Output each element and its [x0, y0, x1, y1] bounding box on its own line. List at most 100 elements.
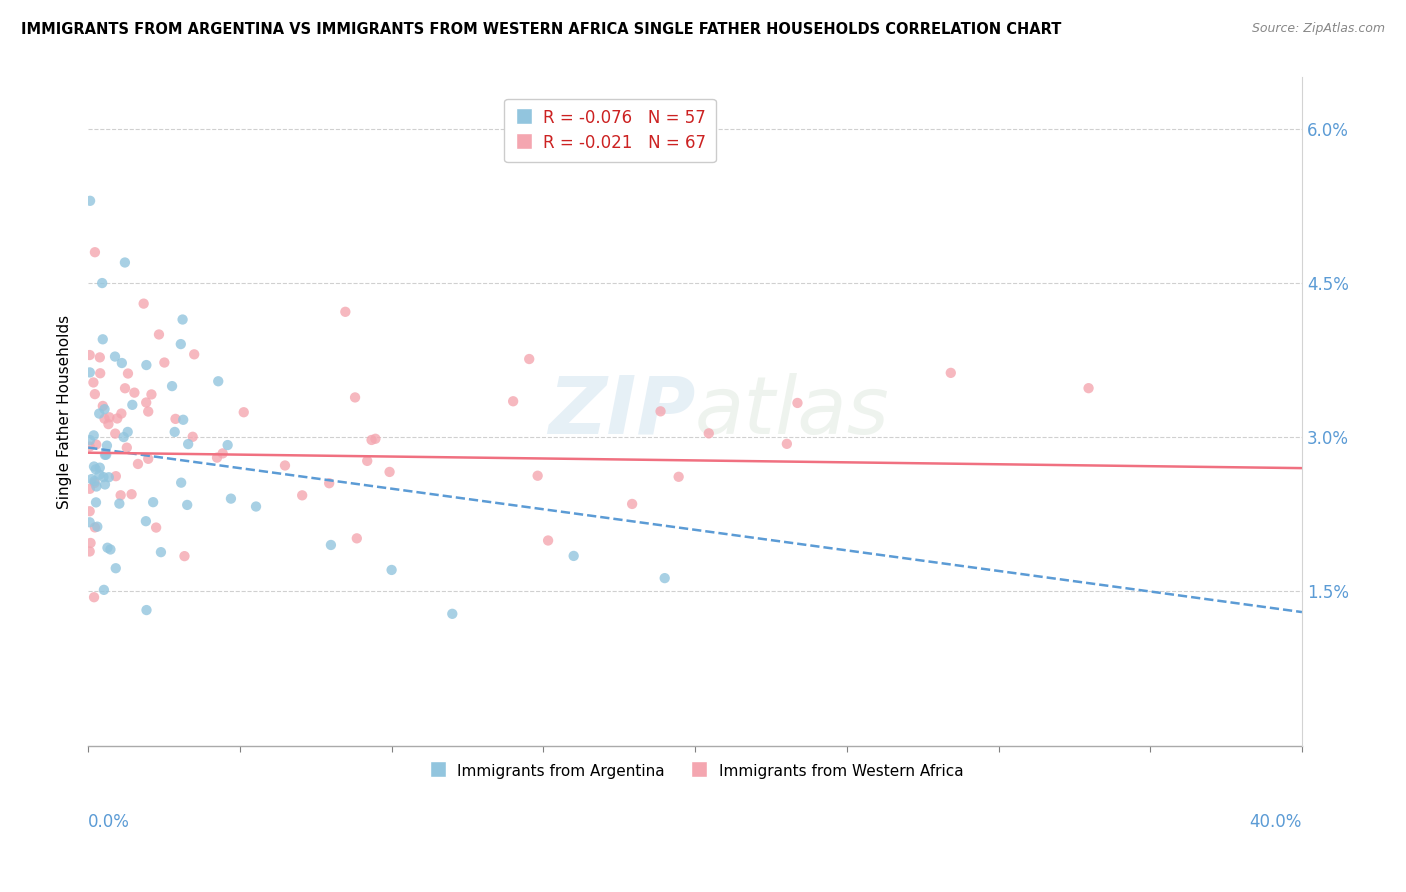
Point: [89, 351, 111, 365]
Point: [79, 544, 101, 558]
Text: 0.0%: 0.0%: [89, 813, 129, 830]
Point: [135, 514, 157, 528]
Point: [136, 404, 159, 418]
Point: [91, 276, 114, 290]
Point: [181, 430, 204, 444]
Point: [502, 394, 524, 409]
Point: [117, 367, 139, 381]
Point: [697, 426, 720, 441]
Point: [135, 603, 157, 617]
Point: [89, 407, 111, 421]
Point: [135, 395, 157, 409]
Point: [104, 426, 127, 441]
Point: [124, 385, 146, 400]
Point: [136, 451, 159, 466]
Point: [335, 305, 357, 319]
Point: [170, 475, 193, 490]
Point: [84, 495, 107, 509]
Point: [149, 545, 172, 559]
Point: [145, 520, 167, 534]
Point: [91, 332, 114, 346]
Point: [786, 396, 808, 410]
Point: [83, 428, 105, 442]
Text: atlas: atlas: [695, 373, 890, 450]
Point: [96, 541, 118, 555]
Point: [79, 440, 101, 454]
Legend: Immigrants from Argentina, Immigrants from Western Africa: Immigrants from Argentina, Immigrants fr…: [420, 756, 969, 785]
Point: [172, 312, 194, 326]
Point: [148, 327, 170, 342]
Point: [79, 482, 101, 496]
Point: [346, 532, 368, 546]
Point: [93, 582, 115, 597]
Point: [94, 477, 117, 491]
Point: [291, 488, 314, 502]
Point: [172, 413, 194, 427]
Point: [114, 255, 136, 269]
Point: [79, 365, 101, 379]
Text: Source: ZipAtlas.com: Source: ZipAtlas.com: [1251, 22, 1385, 36]
Point: [562, 549, 585, 563]
Point: [364, 432, 387, 446]
Point: [1077, 381, 1099, 395]
Point: [94, 448, 117, 462]
Point: [621, 497, 644, 511]
Text: IMMIGRANTS FROM ARGENTINA VS IMMIGRANTS FROM WESTERN AFRICA SINGLE FATHER HOUSEH: IMMIGRANTS FROM ARGENTINA VS IMMIGRANTS …: [21, 22, 1062, 37]
Point: [79, 536, 101, 550]
Point: [79, 433, 101, 447]
Point: [776, 437, 799, 451]
Point: [89, 467, 111, 482]
Point: [84, 245, 107, 260]
Point: [112, 430, 135, 444]
Point: [80, 472, 103, 486]
Point: [132, 296, 155, 310]
Point: [356, 454, 378, 468]
Point: [153, 355, 176, 369]
Point: [111, 356, 134, 370]
Point: [100, 542, 122, 557]
Point: [115, 441, 138, 455]
Point: [108, 497, 131, 511]
Point: [127, 457, 149, 471]
Point: [94, 448, 117, 462]
Point: [110, 407, 132, 421]
Point: [217, 438, 239, 452]
Point: [183, 347, 205, 361]
Point: [232, 405, 254, 419]
Point: [93, 411, 115, 425]
Point: [274, 458, 297, 473]
Point: [121, 487, 143, 501]
Point: [89, 460, 111, 475]
Point: [135, 358, 157, 372]
Point: [668, 470, 690, 484]
Point: [104, 350, 127, 364]
Point: [98, 410, 121, 425]
Point: [84, 462, 107, 476]
Point: [82, 376, 104, 390]
Point: [517, 351, 540, 366]
Point: [121, 398, 143, 412]
Point: [79, 516, 101, 530]
Point: [105, 411, 128, 425]
Point: [96, 439, 118, 453]
Point: [165, 412, 187, 426]
Text: ZIP: ZIP: [548, 373, 695, 450]
Point: [79, 348, 101, 362]
Point: [86, 519, 108, 533]
Point: [89, 366, 111, 380]
Point: [117, 425, 139, 439]
Point: [86, 479, 108, 493]
Point: [650, 404, 672, 418]
Point: [654, 571, 676, 585]
Point: [170, 337, 193, 351]
Point: [173, 549, 195, 563]
Point: [104, 469, 127, 483]
Point: [83, 474, 105, 488]
Point: [526, 468, 548, 483]
Point: [141, 387, 163, 401]
Point: [319, 538, 342, 552]
Point: [219, 491, 242, 506]
Point: [211, 446, 233, 460]
Point: [83, 475, 105, 490]
Point: [245, 500, 267, 514]
